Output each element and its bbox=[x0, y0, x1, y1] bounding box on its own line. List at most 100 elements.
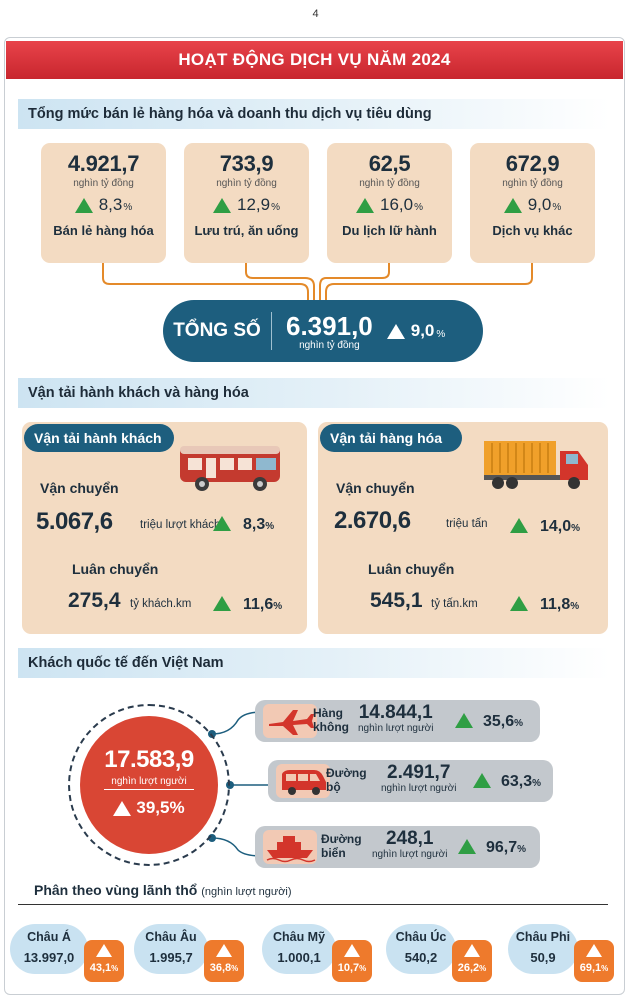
cargo-rotation-value: 545,1 bbox=[370, 589, 423, 612]
up-arrow-icon bbox=[96, 944, 112, 957]
cargo-rotation-change: 11,8 bbox=[540, 596, 571, 613]
cargo-carry-label: Vận chuyển bbox=[336, 480, 415, 496]
percent-sign: % bbox=[601, 964, 609, 973]
retail-card-unit: nghìn tỷ đồng bbox=[359, 178, 420, 189]
region-oceania: Châu Úc 540,2 26,2% bbox=[386, 922, 498, 982]
by-region-title-text: Phân theo vùng lãnh thổ bbox=[34, 882, 198, 898]
region-asia: Châu Á 13.997,0 43,1% bbox=[10, 922, 124, 982]
route-air: Hàng không 14.844,1 nghìn lượt người 35,6% bbox=[255, 700, 540, 742]
percent-sign: % bbox=[231, 964, 239, 973]
retail-total: TỔNG SỐ 6.391,0 nghìn tỷ đồng 9,0% bbox=[163, 300, 483, 362]
icon-bg bbox=[263, 704, 317, 738]
retail-card-unit: nghìn tỷ đồng bbox=[216, 178, 277, 189]
region-change: 43,1 bbox=[89, 962, 112, 974]
route-change: 63,3 bbox=[501, 773, 533, 790]
region-change: 26,2 bbox=[457, 962, 480, 974]
passenger-rotation-unit: tỷ khách.km bbox=[130, 598, 192, 610]
retail-card-travel: 62,5 nghìn tỷ đồng 16,0% Du lịch lữ hành bbox=[327, 143, 452, 263]
page-frame bbox=[4, 37, 625, 995]
up-arrow-icon bbox=[503, 197, 522, 213]
visitors-heading: Khách quốc tế đến Việt Nam bbox=[18, 648, 610, 678]
bus-icon bbox=[180, 446, 280, 491]
retail-card-value: 672,9 bbox=[505, 151, 560, 176]
percent-sign: % bbox=[265, 521, 275, 532]
retail-card-goods: 4.921,7 nghìn tỷ đồng 8,3% Bán lẻ hàng h… bbox=[41, 143, 166, 263]
route-name: Đường bbox=[326, 766, 367, 780]
region-name: Châu Âu bbox=[145, 930, 197, 944]
percent-sign: % bbox=[111, 964, 119, 973]
region-bubble: Châu Mỹ 1.000,1 bbox=[262, 924, 336, 974]
region-bubble: Châu Á 13.997,0 bbox=[10, 924, 88, 974]
region-value: 1.000,1 bbox=[277, 950, 321, 965]
passenger-title: Vận tải hành khách bbox=[24, 424, 174, 452]
percent-sign: % bbox=[552, 202, 562, 213]
percent-sign: % bbox=[571, 523, 581, 534]
route-change: 35,6 bbox=[483, 713, 515, 730]
region-value: 50,9 bbox=[530, 950, 556, 965]
up-arrow-icon bbox=[458, 839, 476, 854]
up-arrow-icon bbox=[213, 197, 231, 213]
passenger-rotation-change: 11,6 bbox=[243, 596, 274, 613]
route-value: 14.844,1 bbox=[358, 702, 433, 723]
passenger-carry-unit: triệu lượt khách bbox=[140, 519, 221, 531]
region-change: 10,7 bbox=[337, 962, 360, 974]
region-change-badge: 43,1% bbox=[84, 940, 124, 982]
percent-sign: % bbox=[414, 202, 423, 213]
route-name: Hàng bbox=[313, 706, 343, 720]
retail-card-label: Du lịch lữ hành bbox=[342, 223, 437, 238]
region-change: 36,8 bbox=[209, 962, 232, 974]
retail-card-change: 8,3 bbox=[98, 195, 123, 214]
up-arrow-icon bbox=[216, 944, 232, 957]
retail-card-change: 16,0 bbox=[380, 195, 414, 214]
percent-sign: % bbox=[271, 202, 280, 213]
cargo-carry-change: 14,0 bbox=[540, 518, 572, 535]
up-arrow-icon bbox=[473, 773, 491, 788]
region-value: 13.997,0 bbox=[23, 950, 75, 965]
total-value: 6.391,0 bbox=[286, 311, 373, 341]
route-unit: nghìn lượt người bbox=[358, 723, 434, 734]
up-arrow-icon bbox=[586, 944, 602, 957]
cargo-carry-unit: triệu tấn bbox=[446, 518, 488, 530]
region-change: 69,1 bbox=[579, 962, 602, 974]
total-unit: nghìn tỷ đồng bbox=[299, 340, 360, 351]
passenger-carry-change: 8,3 bbox=[243, 516, 266, 533]
retail-card-label: Bán lẻ hàng hóa bbox=[53, 223, 154, 238]
region-bubble: Châu Âu 1.995,7 bbox=[134, 924, 208, 974]
up-arrow-icon bbox=[213, 516, 231, 531]
retail-card-label: Lưu trú, ăn uống bbox=[194, 223, 299, 238]
cargo-panel bbox=[318, 422, 608, 634]
region-value: 540,2 bbox=[404, 950, 438, 965]
region-africa: Châu Phi 50,9 69,1% bbox=[508, 922, 620, 982]
cargo-rotation-unit: tỷ tấn.km bbox=[431, 598, 478, 610]
region-americas: Châu Mỹ 1.000,1 10,7% bbox=[262, 922, 374, 982]
route-name: Đường bbox=[321, 832, 362, 846]
visitors-total-change: 39,5% bbox=[136, 798, 185, 817]
retail-card-value: 733,9 bbox=[219, 151, 274, 176]
icon-bg bbox=[276, 764, 330, 798]
percent-sign: % bbox=[570, 601, 580, 612]
percent-sign: % bbox=[532, 778, 542, 789]
divider bbox=[271, 312, 272, 350]
truck-icon bbox=[484, 441, 588, 489]
cargo-title: Vận tải hàng hóa bbox=[320, 424, 462, 452]
retail-card-other: 672,9 nghìn tỷ đồng 9,0% Dịch vụ khác bbox=[470, 143, 595, 263]
route-name-2: biển bbox=[321, 846, 346, 860]
page-number: 4 bbox=[312, 8, 319, 20]
region-change-badge: 36,8% bbox=[204, 940, 244, 982]
percent-sign: % bbox=[123, 202, 133, 213]
region-change-badge: 10,7% bbox=[332, 940, 372, 982]
cargo-carry-value: 2.670,6 bbox=[334, 507, 411, 534]
up-arrow-icon bbox=[113, 800, 132, 816]
total-change: 9,0 bbox=[410, 321, 435, 340]
up-arrow-icon bbox=[464, 944, 480, 957]
region-name: Châu Úc bbox=[395, 930, 447, 944]
by-region-title: Phân theo vùng lãnh thổ (nghìn lượt ngườ… bbox=[34, 882, 292, 898]
retail-card-value: 4.921,7 bbox=[67, 151, 140, 176]
up-arrow-icon bbox=[74, 197, 93, 213]
up-arrow-icon bbox=[356, 197, 374, 213]
retail-card-unit: nghìn tỷ đồng bbox=[73, 178, 134, 189]
route-unit: nghìn lượt người bbox=[381, 783, 457, 794]
by-region-unit: (nghìn lượt người) bbox=[201, 886, 292, 898]
visitors-total-unit: nghìn lượt người bbox=[104, 776, 194, 790]
up-arrow-icon bbox=[213, 596, 231, 611]
